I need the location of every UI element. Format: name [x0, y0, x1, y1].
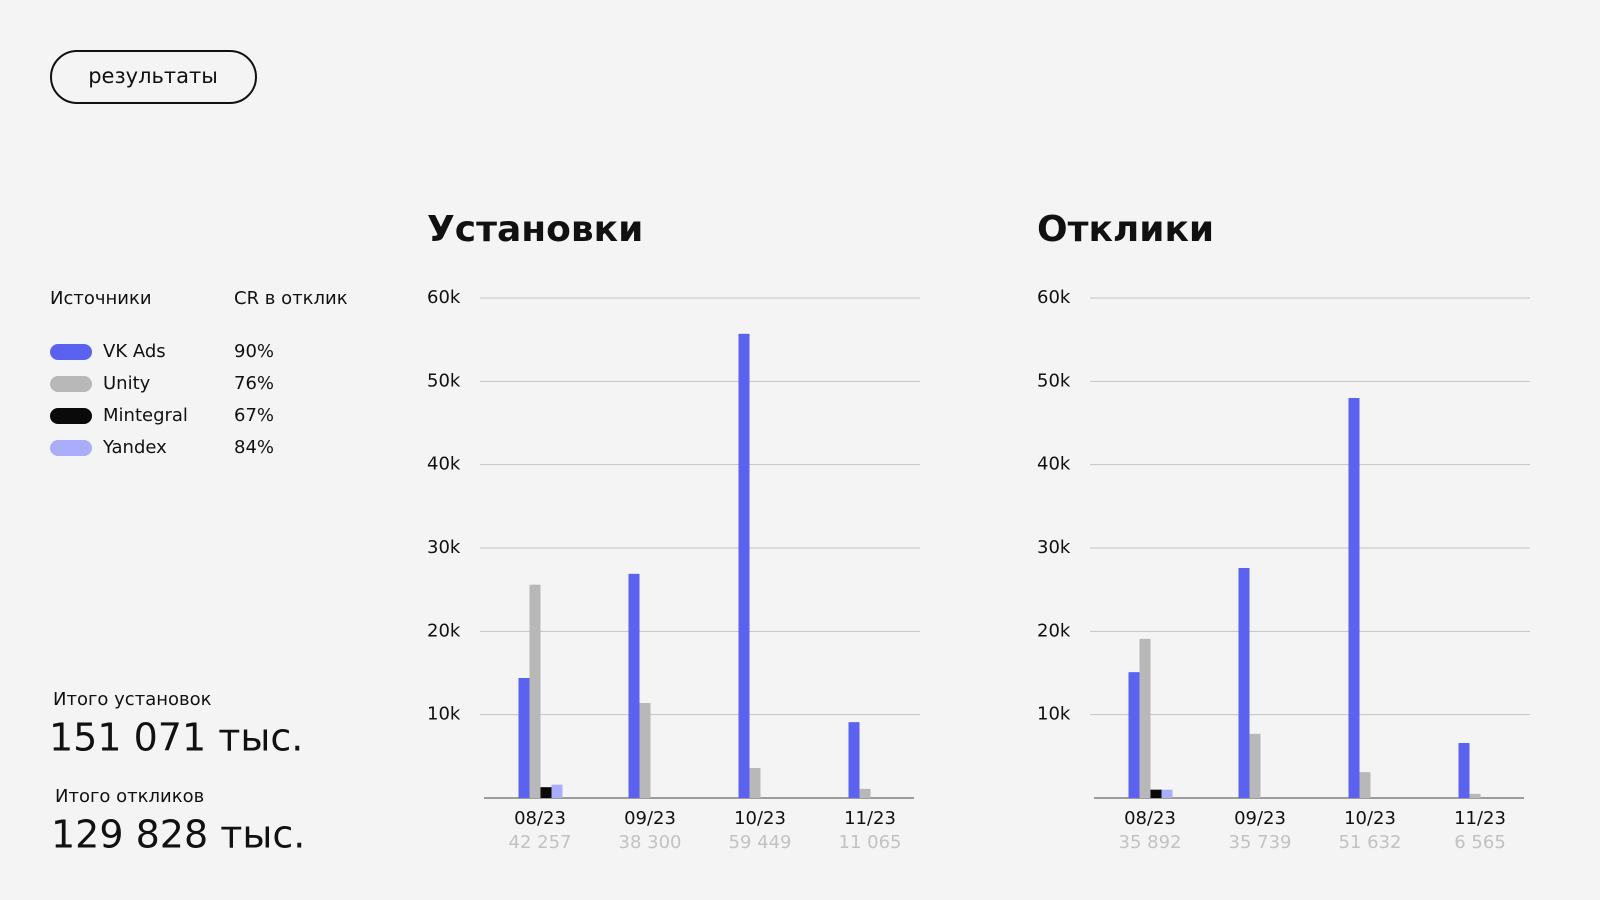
bar	[859, 788, 871, 798]
x-tick-sublabel: 35 892	[1119, 832, 1182, 853]
x-tick-label: 08/23	[514, 808, 566, 829]
legend-swatch	[50, 376, 92, 392]
legend-label: Yandex	[102, 437, 167, 458]
y-tick-label: 10k	[1037, 704, 1071, 725]
bar	[1238, 568, 1250, 798]
x-tick-label: 10/23	[1344, 808, 1396, 829]
bar	[1139, 638, 1151, 798]
x-tick-label: 09/23	[1234, 808, 1286, 829]
legend-cr: 84%	[234, 437, 274, 458]
legend-swatch	[50, 440, 92, 456]
y-tick-label: 40k	[427, 454, 461, 475]
x-tick-sublabel: 42 257	[509, 832, 572, 853]
x-tick-sublabel: 38 300	[619, 832, 682, 853]
total-label: Итого откликов	[55, 786, 204, 807]
y-tick-label: 10k	[427, 704, 461, 725]
bar	[628, 573, 640, 798]
x-tick-sublabel: 59 449	[729, 832, 792, 853]
bar	[518, 678, 530, 798]
bar	[1469, 793, 1481, 798]
y-tick-label: 30k	[427, 537, 461, 558]
bar	[1458, 743, 1470, 798]
x-tick-label: 09/23	[624, 808, 676, 829]
total-value: 151 071 тыс.	[49, 716, 303, 760]
x-tick-label: 11/23	[844, 808, 896, 829]
y-tick-label: 40k	[1037, 454, 1071, 475]
chart-title: Отклики	[1037, 209, 1214, 250]
total-label: Итого установок	[53, 689, 212, 710]
bar	[529, 584, 541, 798]
y-tick-label: 50k	[1037, 370, 1071, 391]
tag-button-label[interactable]: результаты	[88, 64, 218, 88]
bar	[738, 333, 750, 798]
bar	[1249, 733, 1261, 798]
total-value: 129 828 тыс.	[51, 813, 305, 857]
y-tick-label: 30k	[1037, 537, 1071, 558]
x-tick-label: 10/23	[734, 808, 786, 829]
legend-cr: 67%	[234, 405, 274, 426]
bar	[551, 784, 563, 798]
y-tick-label: 20k	[427, 620, 461, 641]
legend-swatch	[50, 344, 92, 360]
bar	[1348, 398, 1360, 798]
legend-swatch	[50, 408, 92, 424]
bar	[1161, 789, 1173, 798]
bar	[540, 787, 552, 798]
x-tick-sublabel: 35 739	[1229, 832, 1292, 853]
bar	[639, 703, 651, 798]
bar	[1150, 789, 1162, 798]
y-tick-label: 20k	[1037, 620, 1071, 641]
bar	[1128, 672, 1140, 798]
legend-cr: 76%	[234, 373, 274, 394]
bar	[848, 722, 860, 798]
y-tick-label: 50k	[427, 370, 461, 391]
x-tick-sublabel: 11 065	[839, 832, 902, 853]
x-tick-label: 08/23	[1124, 808, 1176, 829]
legend-cr: 90%	[234, 341, 274, 362]
x-tick-sublabel: 51 632	[1339, 832, 1402, 853]
bar	[749, 768, 761, 798]
legend-header: CR в отклик	[234, 288, 348, 309]
chart-title: Установки	[427, 209, 643, 250]
x-tick-label: 11/23	[1454, 808, 1506, 829]
y-tick-label: 60k	[427, 287, 461, 308]
tag-button[interactable]	[50, 50, 257, 104]
legend-header: Источники	[50, 288, 152, 309]
x-tick-sublabel: 6 565	[1454, 832, 1506, 853]
bar	[1359, 772, 1371, 798]
legend-label: Unity	[103, 373, 151, 394]
legend-label: VK Ads	[103, 341, 166, 362]
legend-label: Mintegral	[103, 405, 188, 426]
y-tick-label: 60k	[1037, 287, 1071, 308]
